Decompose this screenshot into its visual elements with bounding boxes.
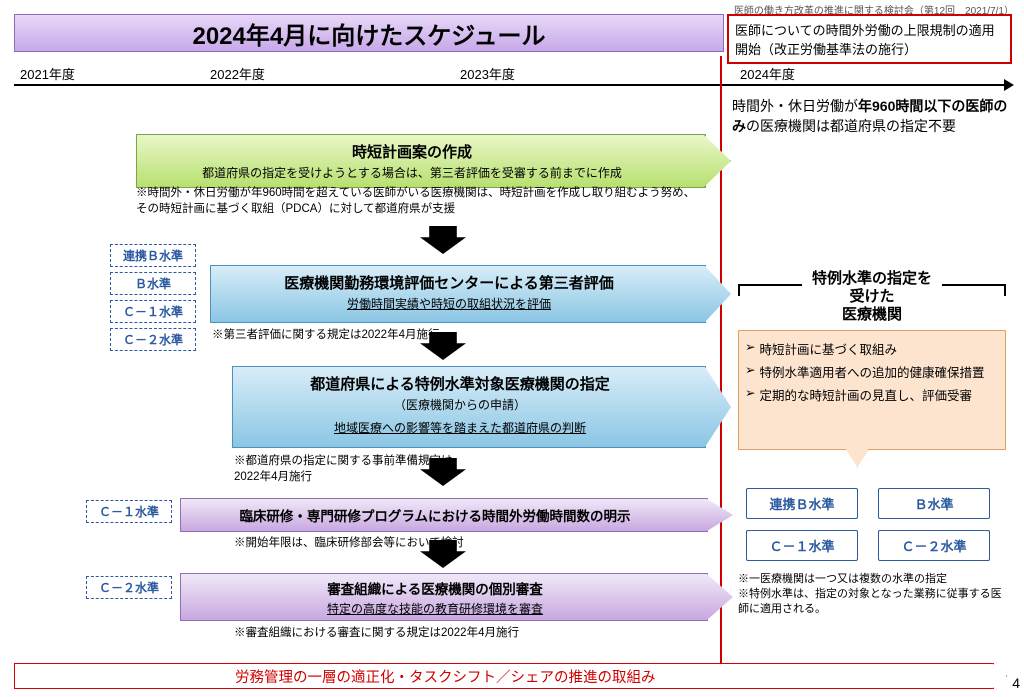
step-designation-sub1: （医療機関からの申請）	[243, 396, 677, 413]
timeline-axis	[14, 84, 1012, 86]
badge-b: Ｂ水準	[110, 272, 196, 295]
step-plan-draft-title: 時短計画案の作成	[147, 141, 677, 162]
right-notes: ※一医療機関は一つ又は複数の水準の指定 ※特例水準は、指定の対象となった業務に従…	[738, 572, 1008, 617]
step-individual-review-sub: 特定の高度な技能の教育研修環境を審査	[327, 600, 543, 617]
action-2: 特例水準適用者への追加的健康確保措置	[759, 362, 984, 381]
page-number: 4	[1012, 675, 1020, 691]
step-program-disclosure-title: 臨床研修・専門研修プログラムにおける時間外労働時間数の明示	[239, 505, 630, 525]
step-designation-title: 都道府県による特例水準対象医療機関の指定	[243, 373, 677, 394]
overtime-regulation-callout: 医師についての時間外労働の上限規制の適用開始（改正労働基準法の施行）	[727, 14, 1012, 64]
step-plan-draft: 時短計画案の作成 都道府県の指定を受けようとする場合は、第三者評価を受審する前ま…	[136, 134, 706, 188]
step-third-party-eval: 医療機関勤務環境評価センターによる第三者評価 労働時間実績や時短の取組状況を評価	[210, 265, 706, 323]
rbadge-c2: Ｃ－２水準	[878, 530, 990, 561]
page-title-bar: 2024年4月に向けたスケジュール	[14, 14, 724, 52]
action-1: 時短計画に基づく取組み	[759, 339, 897, 358]
rbadge-renkei-b: 連携Ｂ水準	[746, 488, 858, 519]
bottom-initiative-bar: 労務管理の一層の適正化・タスクシフト／シェアの推進の取組み	[14, 663, 994, 689]
blue1-note: ※第三者評価に関する規定は2022年4月施行	[212, 328, 439, 344]
step-designation-sub2: 地域医療への影響等を踏まえた都道府県の判断	[243, 419, 677, 436]
purple2-note: ※審査組織における審査に関する規定は2022年4月施行	[234, 626, 519, 642]
page-title: 2024年4月に向けたスケジュール	[192, 16, 545, 51]
year-2023: 2023年度	[460, 64, 515, 83]
step-designation: 都道府県による特例水準対象医療機関の指定 （医療機関からの申請） 地域医療への影…	[232, 366, 706, 448]
year-2021: 2021年度	[20, 64, 75, 83]
badge-c1: Ｃ－１水準	[110, 300, 196, 323]
green-note: ※時間外・休日労働が年960時間を超えている医師がいる医療機関は、時短計画を作成…	[136, 186, 706, 217]
badge-c2: Ｃ－２水準	[110, 328, 196, 351]
right-panel-title: 特例水準の指定を受けた医療機関	[802, 270, 942, 324]
arrow-1	[420, 226, 466, 254]
rbadge-c1: Ｃ－１水準	[746, 530, 858, 561]
deadline-line	[720, 56, 722, 677]
step-individual-review-title: 審査組織による医療機関の個別審査	[327, 578, 543, 598]
year-2024: 2024年度	[740, 64, 795, 83]
badge-renkei-b: 連携Ｂ水準	[110, 244, 196, 267]
orange-actions-box: ➢時短計画に基づく取組み ➢特例水準適用者への追加的健康確保措置 ➢定期的な時短…	[738, 330, 1006, 450]
year-2022: 2022年度	[210, 64, 265, 83]
rbadge-b: Ｂ水準	[878, 488, 990, 519]
step-third-party-eval-sub: 労働時間実績や時短の取組状況を評価	[221, 295, 677, 312]
action-3: 定期的な時短計画の見直し、評価受審	[759, 385, 972, 404]
step-individual-review: 審査組織による医療機関の個別審査 特定の高度な技能の教育研修環境を審査	[180, 573, 708, 621]
step-plan-draft-sub: 都道府県の指定を受けようとする場合は、第三者評価を受審する前までに作成	[147, 164, 677, 181]
exemption-text: 時間外・休日労働が年960時間以下の医師のみの医療機関は都道府県の指定不要	[732, 96, 1012, 136]
badge-c2-single: Ｃ－２水準	[86, 576, 172, 599]
right-panel: 特例水準の指定を受けた医療機関 ➢時短計画に基づく取組み ➢特例水準適用者への追…	[732, 284, 1012, 661]
step-program-disclosure: 臨床研修・専門研修プログラムにおける時間外労働時間数の明示	[180, 498, 708, 532]
step-third-party-eval-title: 医療機関勤務環境評価センターによる第三者評価	[221, 272, 677, 293]
badge-c1-single: Ｃ－１水準	[86, 500, 172, 523]
